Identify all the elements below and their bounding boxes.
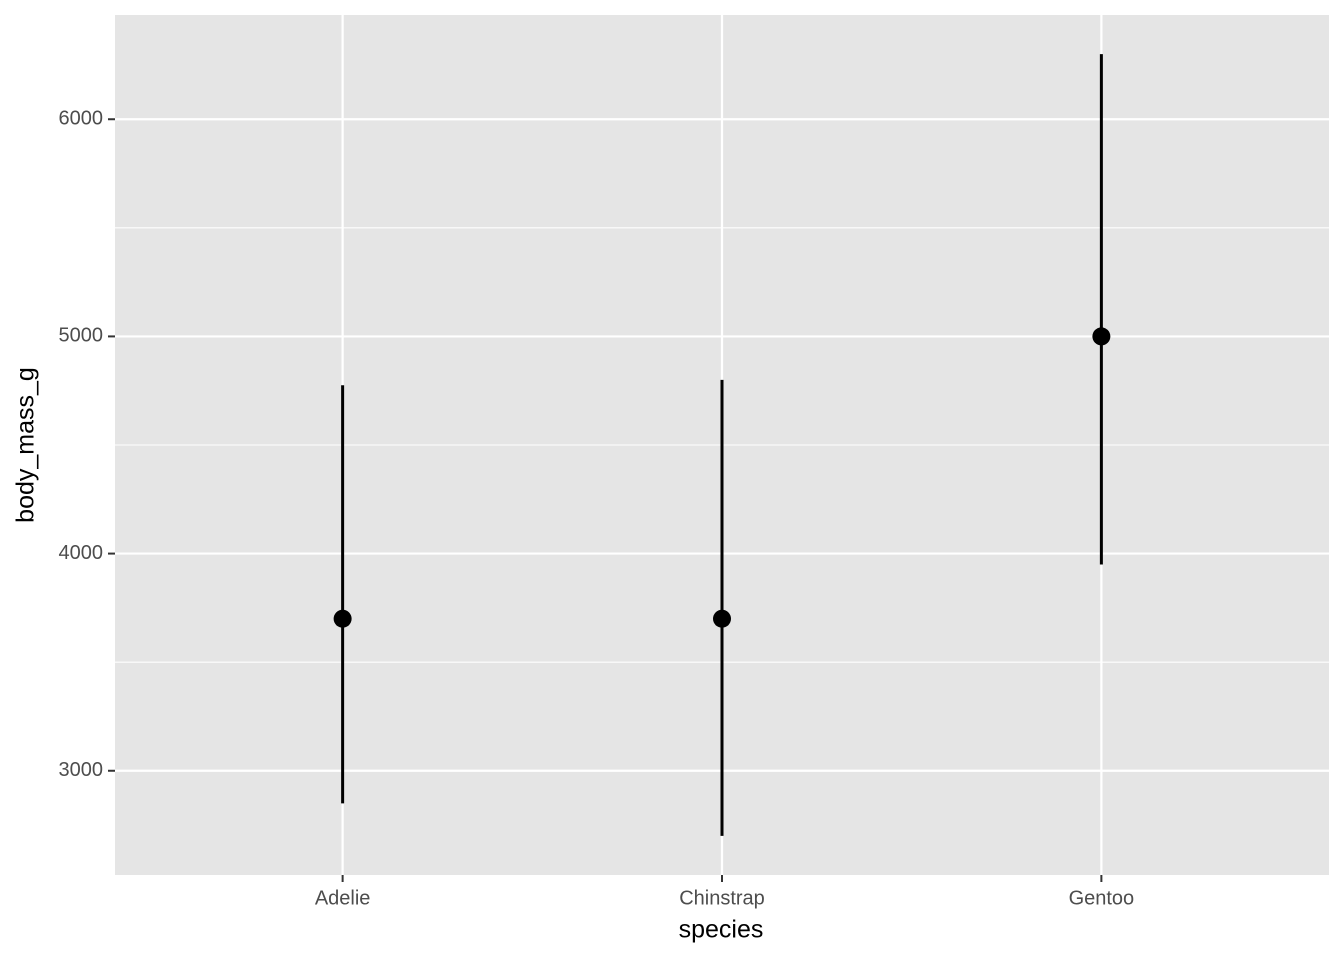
y-tick-label: 6000: [59, 108, 104, 130]
point: [333, 609, 352, 628]
y-tick-label: 3000: [59, 759, 104, 781]
y-tick-label: 4000: [59, 542, 104, 564]
y-tick-label: 5000: [59, 325, 104, 347]
x-tick-label: Adelie: [315, 887, 371, 909]
x-axis-title: species: [679, 916, 764, 944]
x-tick-label: Chinstrap: [679, 887, 765, 909]
point: [713, 609, 731, 628]
x-tick-label: Gentoo: [1069, 887, 1135, 909]
y-axis-title: body_mass_g: [12, 367, 40, 523]
point: [1092, 327, 1111, 346]
